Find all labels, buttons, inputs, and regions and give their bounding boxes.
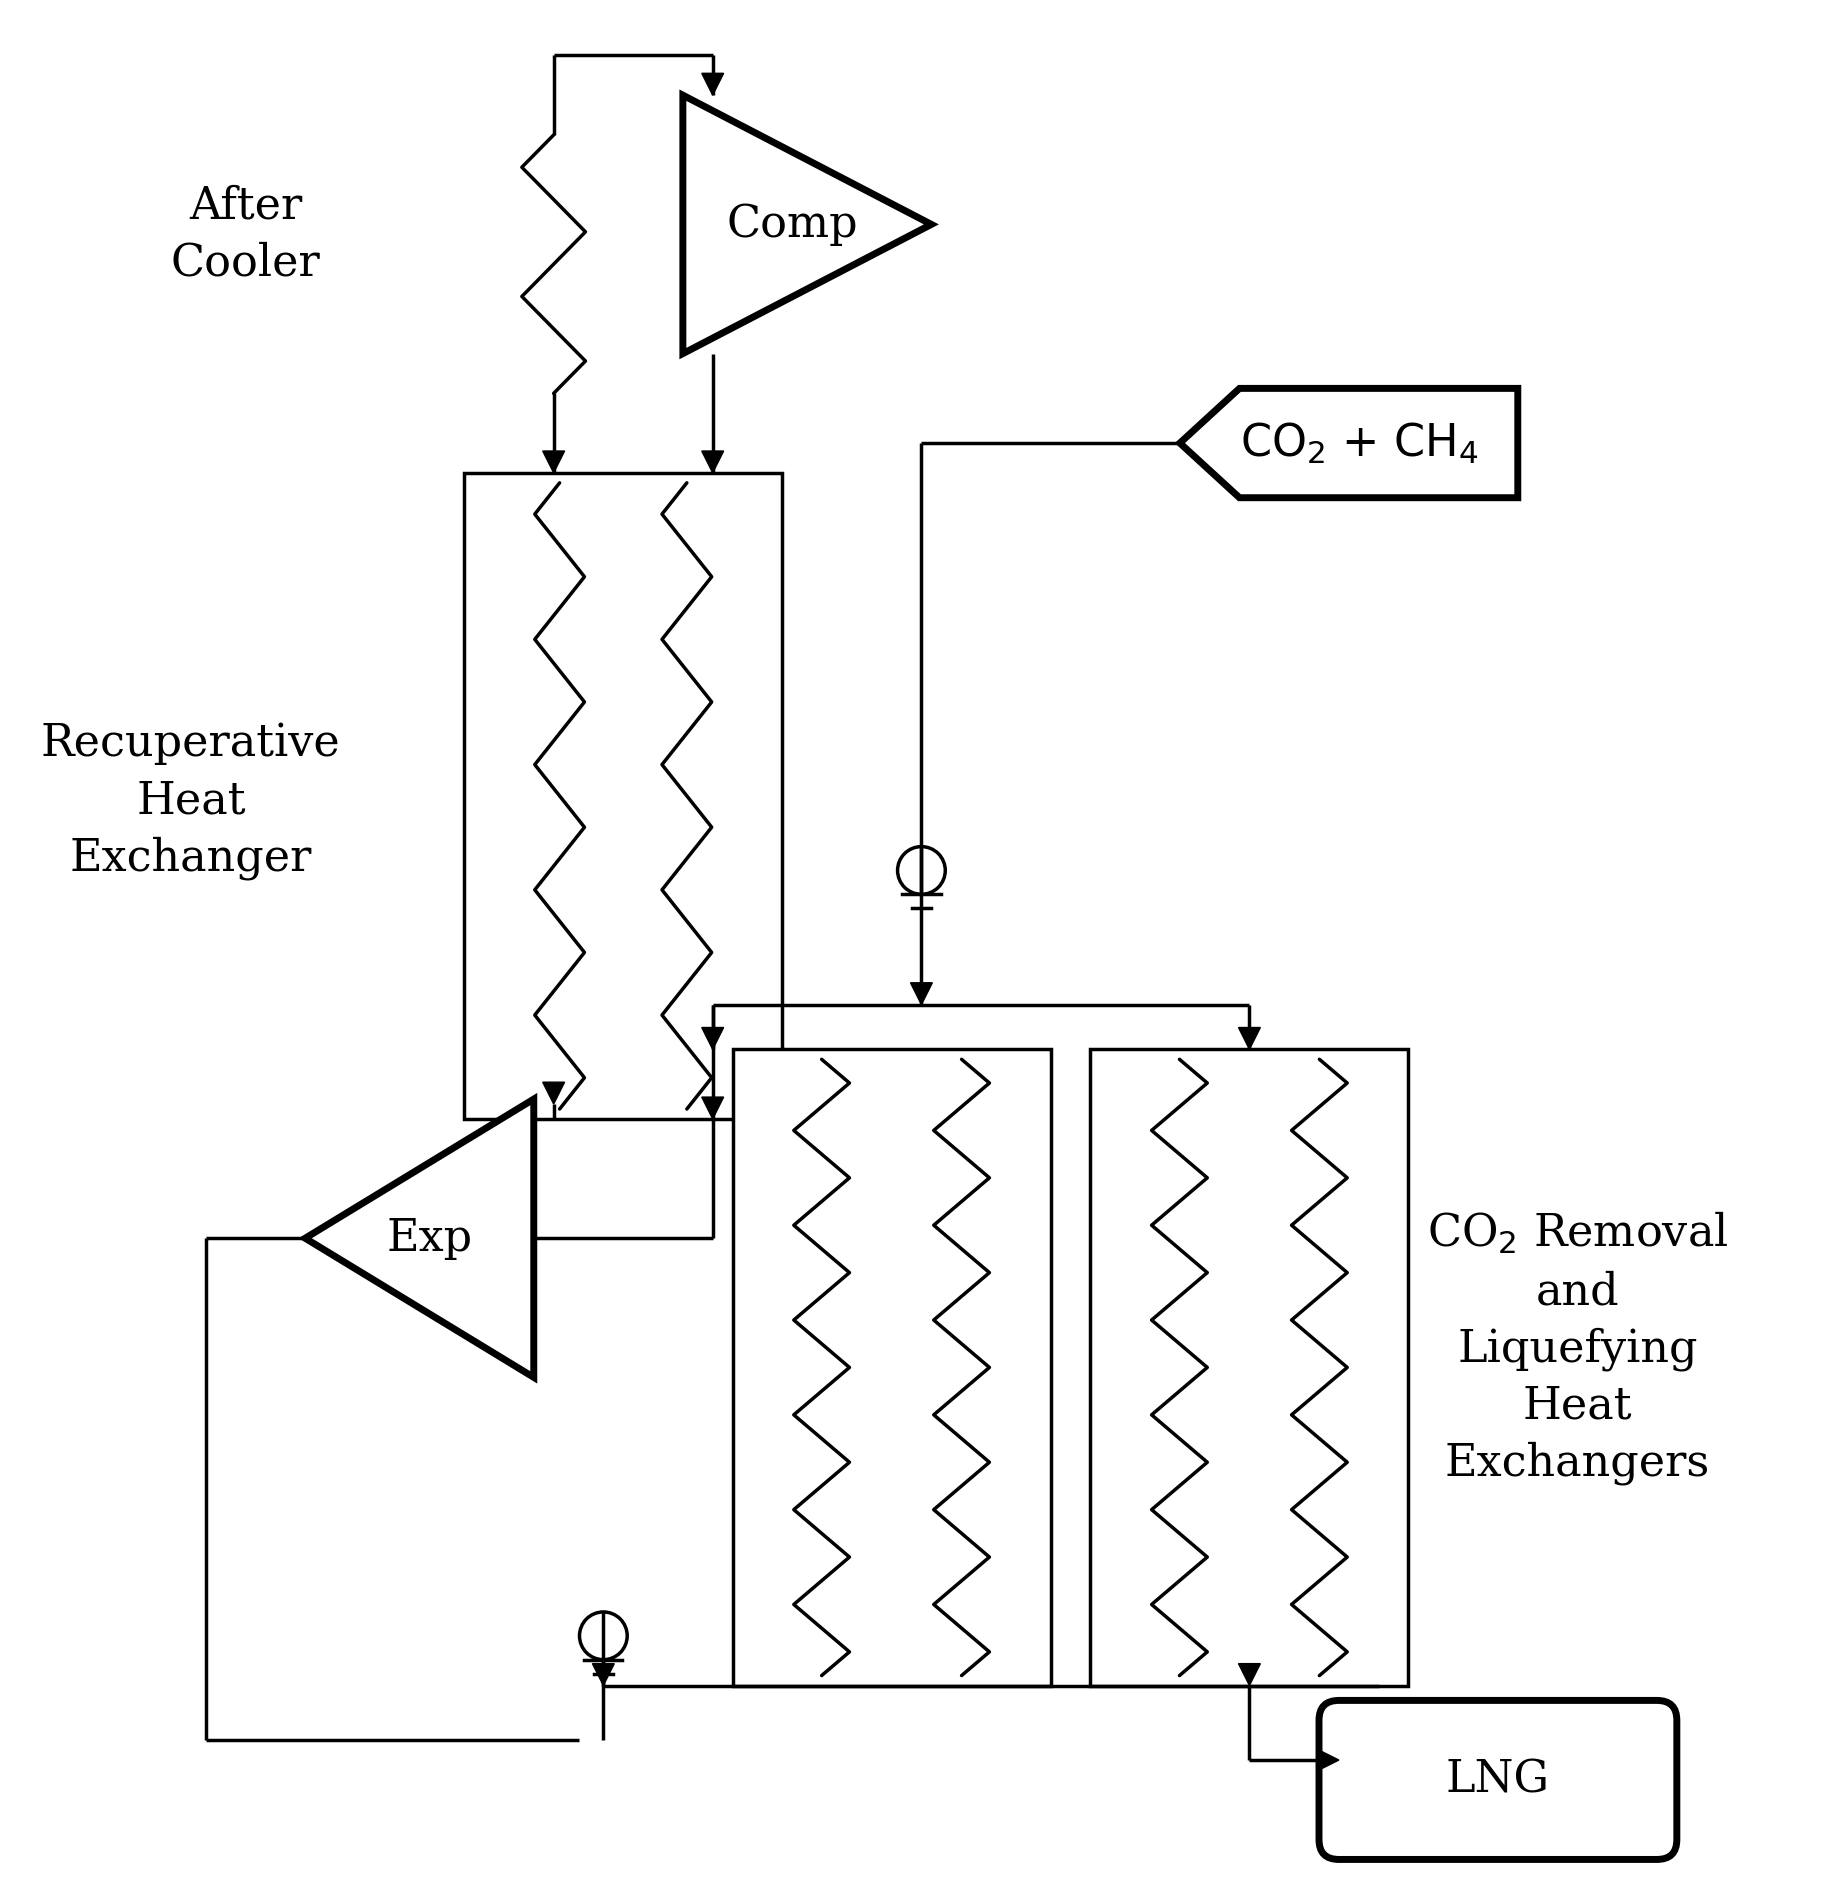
Polygon shape (1238, 1027, 1260, 1050)
Polygon shape (701, 1027, 723, 1050)
FancyBboxPatch shape (1319, 1701, 1677, 1860)
Polygon shape (701, 74, 723, 95)
Bar (465, 473, 782, 1118)
Text: Comp: Comp (727, 202, 858, 246)
Polygon shape (592, 1663, 614, 1686)
Text: LNG: LNG (1446, 1758, 1550, 1801)
Polygon shape (701, 450, 723, 473)
Text: CO$_2$ Removal
and
Liquefying
Heat
Exchangers: CO$_2$ Removal and Liquefying Heat Excha… (1426, 1211, 1729, 1485)
Text: Recuperative
Heat
Exchanger: Recuperative Heat Exchanger (41, 723, 341, 880)
Polygon shape (1179, 388, 1518, 498)
Polygon shape (542, 450, 565, 473)
Polygon shape (542, 1082, 565, 1105)
Bar (732, 1050, 1050, 1686)
Text: Exp: Exp (386, 1217, 472, 1260)
Polygon shape (1238, 1663, 1260, 1686)
Text: $\mathrm{CO_2}$ + $\mathrm{CH_4}$: $\mathrm{CO_2}$ + $\mathrm{CH_4}$ (1240, 420, 1478, 465)
Polygon shape (304, 1099, 533, 1377)
Polygon shape (683, 95, 932, 354)
Polygon shape (701, 1097, 723, 1118)
Polygon shape (910, 982, 932, 1005)
Text: After
Cooler: After Cooler (170, 184, 321, 284)
Polygon shape (1317, 1748, 1339, 1771)
Bar (1090, 1050, 1408, 1686)
